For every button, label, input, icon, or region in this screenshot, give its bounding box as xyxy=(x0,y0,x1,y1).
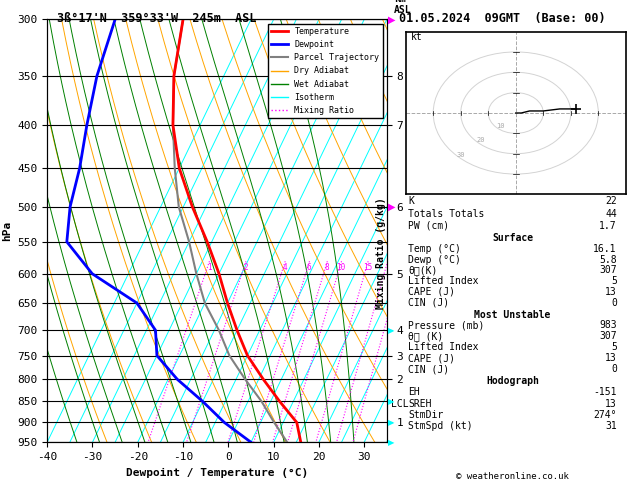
Text: 5: 5 xyxy=(611,342,617,352)
Text: 15: 15 xyxy=(363,262,372,272)
Text: ▶: ▶ xyxy=(388,397,394,406)
Text: 307: 307 xyxy=(599,331,617,342)
Text: ▶: ▶ xyxy=(388,326,394,335)
Text: ▶: ▶ xyxy=(388,15,396,24)
Text: Mixing Ratio (g/kg): Mixing Ratio (g/kg) xyxy=(376,197,386,309)
Text: Pressure (mb): Pressure (mb) xyxy=(408,320,485,330)
Text: Totals Totals: Totals Totals xyxy=(408,208,485,219)
Text: 2: 2 xyxy=(243,262,248,272)
Y-axis label: hPa: hPa xyxy=(2,221,12,241)
Text: Hodograph: Hodograph xyxy=(486,376,539,386)
Text: 10: 10 xyxy=(496,122,504,129)
Text: 0: 0 xyxy=(611,364,617,374)
Text: K: K xyxy=(408,196,415,207)
Text: 13: 13 xyxy=(605,399,617,409)
Text: 13: 13 xyxy=(605,353,617,364)
Text: Surface: Surface xyxy=(492,233,533,243)
Text: km
ASL: km ASL xyxy=(394,0,411,15)
Text: 13: 13 xyxy=(605,287,617,297)
Text: CIN (J): CIN (J) xyxy=(408,298,450,308)
Text: StmSpd (kt): StmSpd (kt) xyxy=(408,421,473,431)
Text: 5: 5 xyxy=(611,276,617,286)
X-axis label: Dewpoint / Temperature (°C): Dewpoint / Temperature (°C) xyxy=(126,468,308,478)
Text: ▶: ▶ xyxy=(388,202,396,212)
Text: 10: 10 xyxy=(337,262,346,272)
Legend: Temperature, Dewpoint, Parcel Trajectory, Dry Adiabat, Wet Adiabat, Isotherm, Mi: Temperature, Dewpoint, Parcel Trajectory… xyxy=(268,24,382,118)
Text: Lifted Index: Lifted Index xyxy=(408,276,479,286)
Text: CAPE (J): CAPE (J) xyxy=(408,353,455,364)
Text: ▶: ▶ xyxy=(388,438,394,447)
Text: 16.1: 16.1 xyxy=(593,244,617,254)
Text: 1.7: 1.7 xyxy=(599,221,617,231)
Text: 274°: 274° xyxy=(593,410,617,420)
Text: ▶: ▶ xyxy=(388,418,394,427)
Text: 5.8: 5.8 xyxy=(599,255,617,265)
Text: SREH: SREH xyxy=(408,399,432,409)
Text: 3ß°17'N  359°33'W  245m  ASL: 3ß°17'N 359°33'W 245m ASL xyxy=(57,12,256,25)
Text: Temp (°C): Temp (°C) xyxy=(408,244,461,254)
Text: θᴄ(K): θᴄ(K) xyxy=(408,265,438,276)
Text: 307: 307 xyxy=(599,265,617,276)
Text: 44: 44 xyxy=(605,208,617,219)
Text: CIN (J): CIN (J) xyxy=(408,364,450,374)
Text: Lifted Index: Lifted Index xyxy=(408,342,479,352)
Text: 31: 31 xyxy=(605,421,617,431)
Text: kt: kt xyxy=(411,32,423,42)
Text: θᴄ (K): θᴄ (K) xyxy=(408,331,443,342)
Text: CAPE (J): CAPE (J) xyxy=(408,287,455,297)
Text: PW (cm): PW (cm) xyxy=(408,221,450,231)
Text: 0: 0 xyxy=(611,298,617,308)
Text: 4: 4 xyxy=(282,262,287,272)
Text: 01.05.2024  09GMT  (Base: 00): 01.05.2024 09GMT (Base: 00) xyxy=(399,12,606,25)
Text: 22: 22 xyxy=(605,196,617,207)
Text: 20: 20 xyxy=(476,138,485,143)
Text: StmDir: StmDir xyxy=(408,410,443,420)
Text: 1: 1 xyxy=(207,262,211,272)
Text: 8: 8 xyxy=(325,262,329,272)
Text: 30: 30 xyxy=(457,152,465,158)
Text: © weatheronline.co.uk: © weatheronline.co.uk xyxy=(456,472,569,481)
Text: Most Unstable: Most Unstable xyxy=(474,310,551,320)
Text: Dewp (°C): Dewp (°C) xyxy=(408,255,461,265)
Text: 983: 983 xyxy=(599,320,617,330)
Text: LCL: LCL xyxy=(391,399,409,409)
Text: 6: 6 xyxy=(307,262,311,272)
Text: EH: EH xyxy=(408,387,420,398)
Text: -151: -151 xyxy=(593,387,617,398)
